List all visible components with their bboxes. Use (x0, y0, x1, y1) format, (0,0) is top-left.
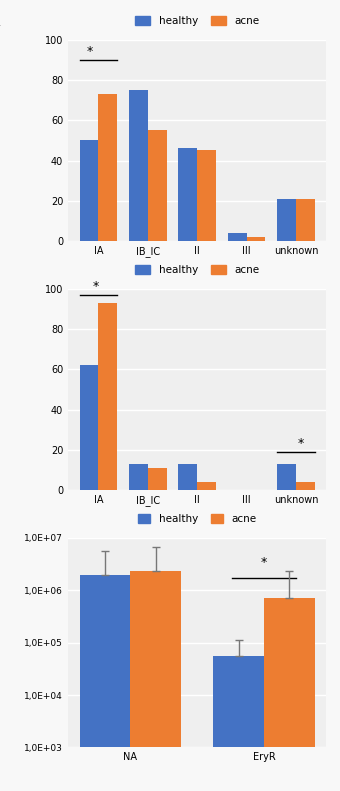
Bar (178, 464, 197, 490)
Bar (296, 199, 314, 241)
Bar (148, 131, 167, 241)
Bar (129, 90, 148, 241)
Legend: healthy, acne: healthy, acne (131, 12, 264, 30)
Bar (131, 571, 181, 791)
Bar (228, 233, 246, 241)
Bar (246, 237, 265, 241)
Bar (178, 149, 197, 241)
Bar (148, 468, 167, 490)
Bar (80, 141, 99, 241)
Bar (80, 574, 131, 791)
Text: *: * (298, 437, 304, 450)
Text: *: * (261, 556, 267, 569)
Bar (80, 365, 99, 490)
Bar (197, 483, 216, 490)
Bar (277, 464, 296, 490)
Bar (129, 464, 148, 490)
Bar (99, 94, 117, 241)
Legend: healthy, acne: healthy, acne (134, 510, 261, 528)
Legend: healthy, acne: healthy, acne (131, 261, 264, 279)
Text: *: * (93, 280, 99, 293)
Bar (264, 599, 315, 791)
Bar (296, 483, 314, 490)
Bar (197, 150, 216, 241)
Text: *: * (86, 45, 93, 58)
Bar (213, 657, 264, 791)
Bar (99, 303, 117, 490)
Bar (277, 199, 296, 241)
